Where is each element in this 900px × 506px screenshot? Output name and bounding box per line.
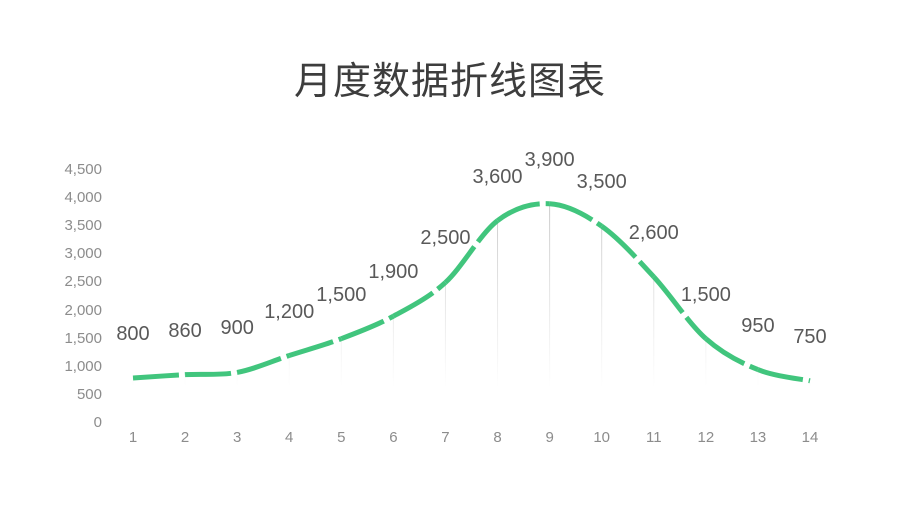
x-axis-tick: 2: [180, 429, 190, 446]
data-label: 900: [220, 317, 254, 340]
series-segment: [600, 224, 656, 279]
series-segment: [288, 336, 343, 358]
y-axis-tick: 500: [76, 385, 102, 403]
series-segment: [340, 313, 395, 342]
series-segment: [392, 280, 448, 319]
series-segment: [651, 275, 708, 341]
data-label: 750: [793, 325, 827, 348]
data-label: 3,600: [472, 165, 523, 188]
x-axis-tick: 13: [749, 429, 767, 446]
dropline-grid: [132, 205, 811, 424]
x-axis-tick: 5: [337, 429, 346, 446]
series-segment: [132, 372, 186, 381]
data-label: 1,500: [316, 283, 367, 306]
x-axis-tick: 10: [593, 429, 611, 446]
series-segment: [549, 201, 604, 229]
data-label: 3,900: [524, 148, 575, 171]
series-segment: [184, 369, 238, 378]
y-axis-tick: 4,000: [64, 189, 102, 207]
x-axis-tick: 3: [232, 429, 242, 446]
series-segment: [443, 218, 500, 285]
data-label: 1,900: [368, 261, 419, 284]
y-axis-tick: 1,500: [64, 329, 102, 347]
x-axis-tick: 8: [493, 429, 502, 446]
x-axis-tick: 9: [545, 429, 554, 446]
y-axis-tick: 3,000: [64, 245, 102, 263]
data-label: 2,500: [420, 227, 471, 250]
series-segment: [496, 201, 550, 223]
y-axis-tick: 1,000: [64, 357, 102, 375]
x-axis-tick: 1: [128, 429, 138, 446]
data-label: 950: [741, 314, 775, 337]
data-label: 860: [168, 319, 202, 342]
series-segment: [236, 353, 291, 375]
data-label: 2,600: [628, 221, 679, 244]
data-label: 1,200: [264, 300, 315, 323]
x-axis-tick: 11: [645, 429, 662, 446]
data-label: 800: [116, 323, 150, 346]
data-label: 3,500: [576, 171, 627, 194]
series-segment: [756, 367, 811, 384]
y-axis-tick: 0: [93, 414, 102, 431]
x-axis-tick: 6: [389, 429, 398, 446]
x-axis-tick: 7: [441, 429, 450, 446]
data-label: 1,500: [680, 283, 731, 306]
x-axis-tick: 12: [697, 429, 715, 446]
series-segment: [704, 336, 759, 372]
chart-title: 月度数据折线图表: [293, 61, 606, 103]
series-line: [132, 201, 811, 384]
y-axis-tick: 4,500: [64, 161, 102, 178]
y-axis-tick: 2,000: [64, 301, 102, 319]
y-axis-tick: 3,500: [64, 217, 102, 235]
y-axis-tick: 2,500: [64, 273, 102, 291]
x-axis-tick: 4: [285, 429, 294, 446]
x-axis-tick: 14: [801, 429, 819, 446]
